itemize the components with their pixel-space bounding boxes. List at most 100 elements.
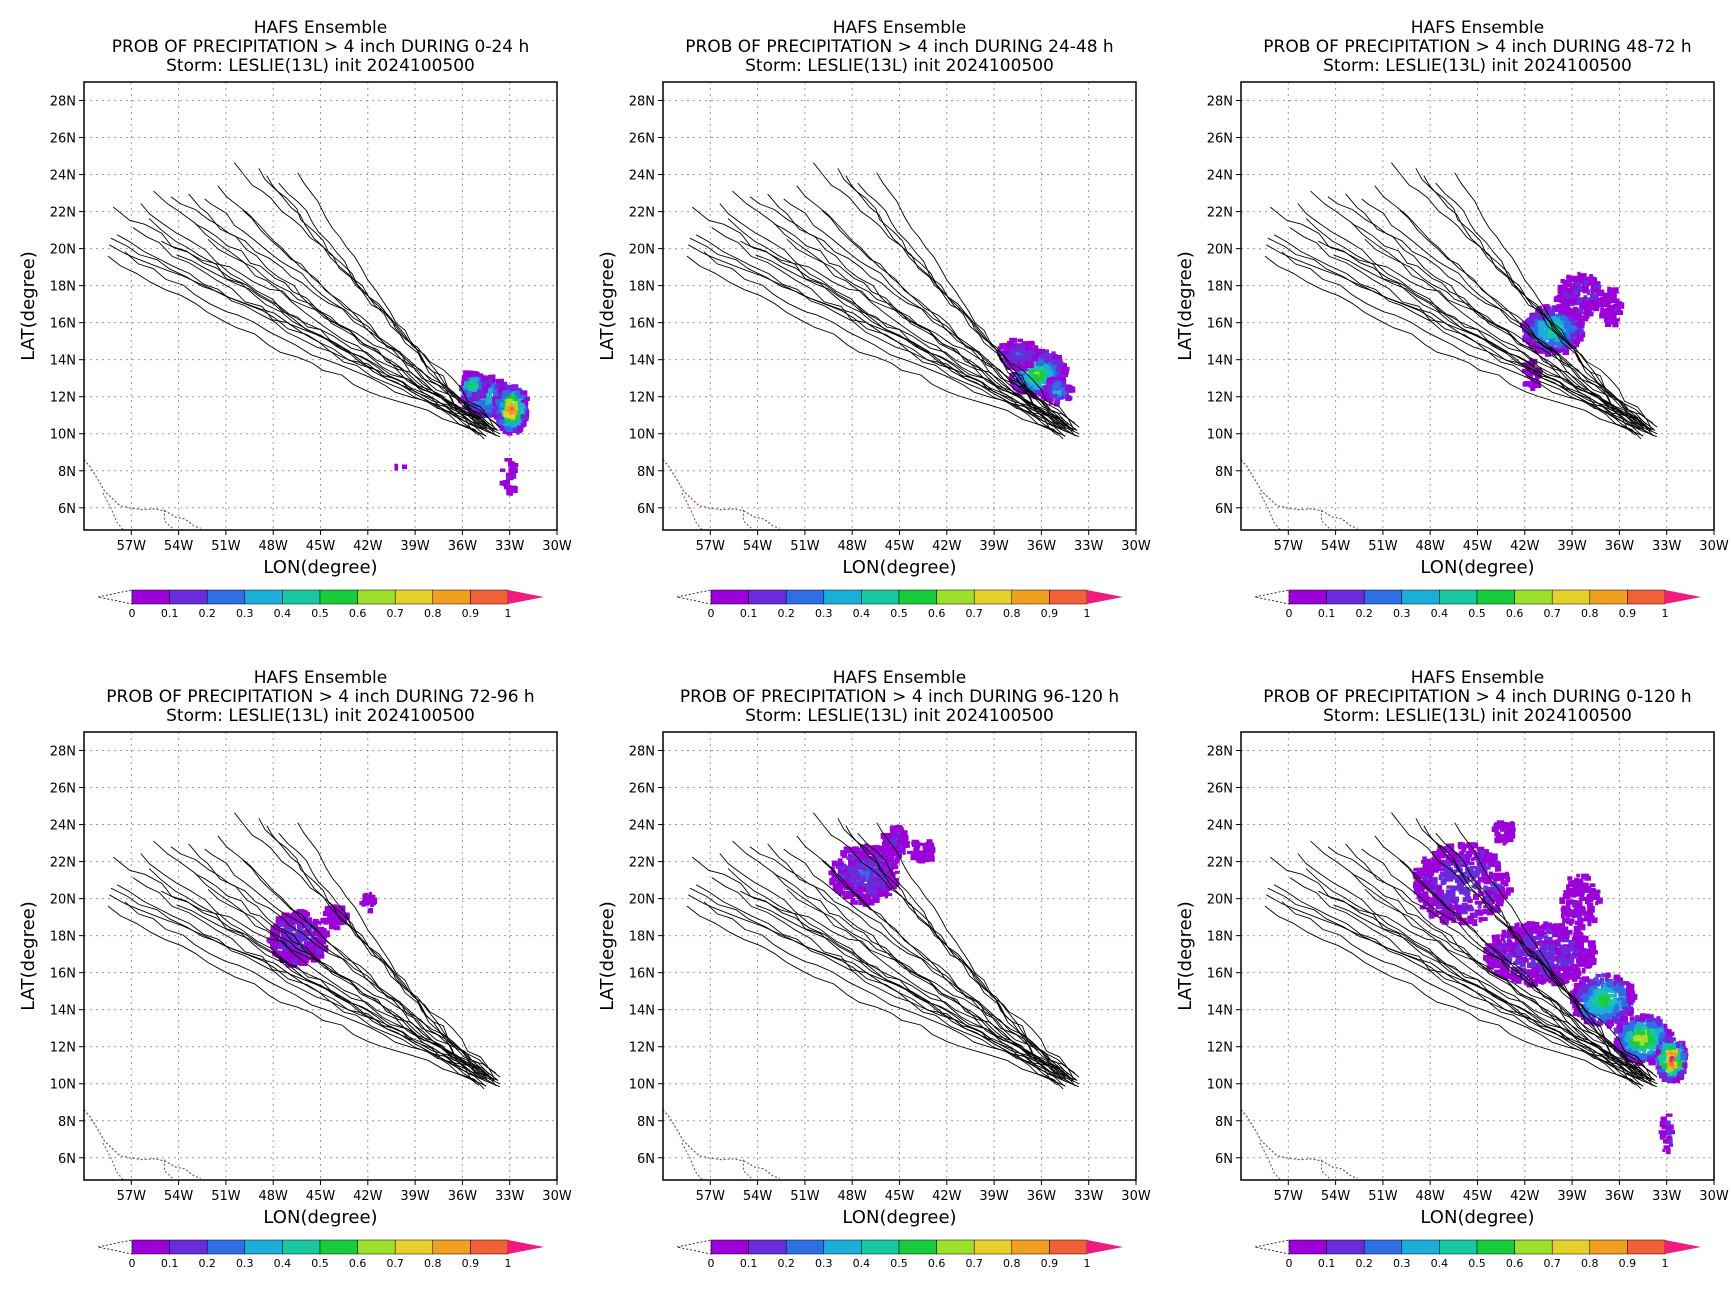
ensemble-track: [732, 190, 1067, 433]
precip-cell: [1498, 946, 1505, 950]
colorbar-label: 0.2: [198, 1257, 216, 1270]
precip-cell: [502, 389, 510, 397]
precip-cell: [314, 919, 318, 924]
precip-cell: [497, 406, 504, 410]
precip-cell: [1573, 1008, 1580, 1014]
colorbar-segment: [861, 589, 900, 605]
precip-cell: [891, 835, 898, 843]
precip-cell: [504, 423, 511, 430]
precip-cell: [1648, 1050, 1652, 1054]
precip-cell: [1551, 306, 1555, 310]
colorbar-label: 0: [708, 607, 715, 620]
precip-cell: [363, 892, 369, 898]
precip-cell: [1478, 904, 1482, 909]
coastline: [84, 1109, 201, 1179]
precip-cell: [1483, 957, 1491, 962]
precip-cell: [284, 922, 292, 927]
precip-cell: [1557, 951, 1562, 957]
precip-cell: [1530, 315, 1536, 320]
precip-cell: [828, 870, 836, 876]
precip-cell: [468, 385, 474, 392]
precip-cell: [1619, 995, 1626, 1000]
precip-cell: [280, 932, 285, 938]
precip-cell: [871, 889, 878, 896]
precip-cell: [1471, 884, 1476, 889]
precip-cell: [1621, 1000, 1626, 1006]
panel-title: HAFS Ensemble: [254, 668, 387, 688]
precip-cell: [1545, 320, 1550, 327]
precip-cell: [1604, 993, 1609, 1001]
precip-cell: [1600, 1015, 1607, 1020]
precip-cell: [1552, 928, 1560, 933]
precip-cell: [1628, 1030, 1633, 1037]
precip-cell: [1439, 889, 1445, 897]
precip-cell: [1442, 846, 1450, 854]
precip-cell: [1628, 1021, 1635, 1028]
precip-cell: [1548, 314, 1556, 321]
precip-cell: [1559, 349, 1563, 353]
precip-cell: [1566, 337, 1574, 343]
precip-cell: [1495, 862, 1501, 868]
precip-cell: [1571, 318, 1580, 326]
precip-cell: [1438, 874, 1443, 881]
coastline: [663, 459, 780, 529]
ensemble-track: [1423, 175, 1643, 422]
precip-cell: [1556, 343, 1564, 349]
colorbar: 0 0.1 0.2 0.3 0.4 0.5 0.6 0.7 0.8 0.9 1: [676, 589, 1123, 620]
precip-cell: [1636, 1027, 1641, 1034]
precip-cell: [1557, 966, 1566, 972]
precip-cell: [1581, 315, 1590, 319]
precip-cell: [1023, 341, 1031, 348]
precip-cell: [1628, 1039, 1635, 1045]
precip-cell: [1597, 990, 1604, 995]
colorbar-label: 0.4: [853, 1257, 871, 1270]
border-line: [1259, 1142, 1281, 1180]
lat-tick-label: 12N: [629, 391, 655, 406]
precip-cell: [882, 884, 887, 892]
precip-cell: [1584, 948, 1589, 952]
border-line: [681, 1142, 703, 1180]
precip-cell: [1426, 869, 1435, 875]
precip-cell: [871, 875, 875, 881]
ensemble-track: [857, 832, 1061, 1071]
precip-cell: [1049, 357, 1055, 363]
lon-tick-label: 45W: [1463, 539, 1493, 554]
colorbar-label: 1: [505, 1257, 512, 1270]
precip-cell: [1034, 384, 1039, 389]
precip-cell: [512, 472, 517, 479]
precip-cell: [1021, 354, 1025, 359]
colorbar-label: 0.8: [1003, 607, 1021, 620]
lon-tick-label: 33W: [1074, 539, 1104, 554]
precip-cell: [513, 417, 520, 422]
precip-cell: [1036, 359, 1044, 367]
precip-cell: [1419, 886, 1425, 892]
lon-tick-label: 51W: [790, 1189, 820, 1204]
precip-cell: [1416, 876, 1422, 882]
precip-cell: [279, 942, 284, 946]
precip-cell: [1018, 355, 1024, 361]
precip-cell: [517, 389, 523, 394]
precip-cell: [1495, 883, 1500, 888]
precip-cell: [370, 901, 375, 906]
precip-cell: [1056, 354, 1063, 362]
precip-cell: [1413, 881, 1419, 887]
precip-cell: [914, 851, 922, 858]
precip-cell: [1619, 1015, 1627, 1022]
precip-cell: [897, 836, 902, 842]
precip-cell: [875, 873, 882, 881]
precip-cell: [1507, 957, 1512, 964]
precip-cell: [304, 912, 311, 917]
colorbar-segment: [206, 589, 246, 605]
precip-cell: [1462, 897, 1466, 903]
precip-cell: [1059, 377, 1067, 383]
precip-cell: [1554, 321, 1559, 325]
border-line: [102, 1142, 124, 1180]
precip-cell: [1447, 891, 1456, 898]
precip-cell: [1476, 847, 1481, 851]
precip-cell: [1608, 310, 1616, 318]
ensemble-track: [109, 894, 498, 1081]
precip-cell: [1421, 876, 1429, 881]
lon-tick-label: 30W: [1121, 1189, 1151, 1204]
lon-tick-label: 42W: [353, 1189, 383, 1204]
